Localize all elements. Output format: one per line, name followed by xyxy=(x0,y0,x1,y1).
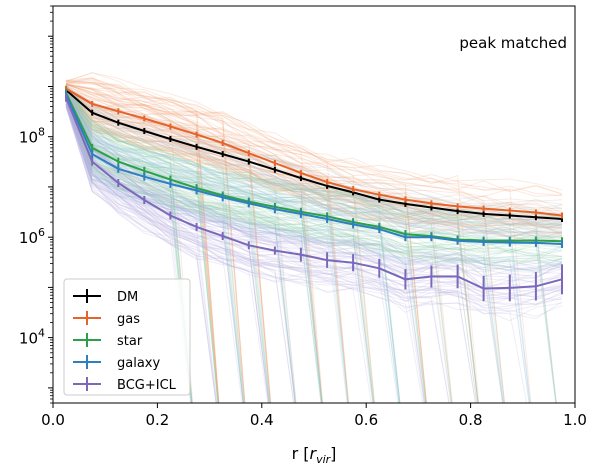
y-tick-label: 108 xyxy=(19,126,45,147)
legend-label: galaxy xyxy=(117,356,160,371)
legend: DM gas star galaxy BCG+ICL xyxy=(64,279,190,395)
legend-label: star xyxy=(117,334,143,349)
legend-item-galaxy: galaxy xyxy=(73,355,160,371)
x-tick-label: 0.0 xyxy=(41,411,65,429)
legend-label: gas xyxy=(117,312,140,327)
x-tick-label: 1.0 xyxy=(563,411,587,429)
x-tick-label: 0.2 xyxy=(145,411,169,429)
x-axis: 0.0 0.2 0.4 0.6 0.8 1.0 xyxy=(41,403,587,429)
y-tick-label: 104 xyxy=(19,327,45,348)
y-axis: 104 106 108 xyxy=(19,6,53,403)
x-tick-label: 0.8 xyxy=(459,411,483,429)
chart-figure: 0.0 0.2 0.4 0.6 0.8 1.0 104 106 108 peak matche… xyxy=(0,0,602,471)
legend-label: BCG+ICL xyxy=(117,378,177,393)
x-axis-label: r [rvir] xyxy=(292,444,337,466)
legend-label: DM xyxy=(117,290,138,305)
y-tick-label: 106 xyxy=(19,226,45,247)
x-tick-label: 0.4 xyxy=(250,411,274,429)
annotation-peak-matched: peak matched xyxy=(459,34,567,52)
chart-svg: 0.0 0.2 0.4 0.6 0.8 1.0 104 106 108 peak matche… xyxy=(0,0,602,471)
x-tick-label: 0.6 xyxy=(354,411,378,429)
